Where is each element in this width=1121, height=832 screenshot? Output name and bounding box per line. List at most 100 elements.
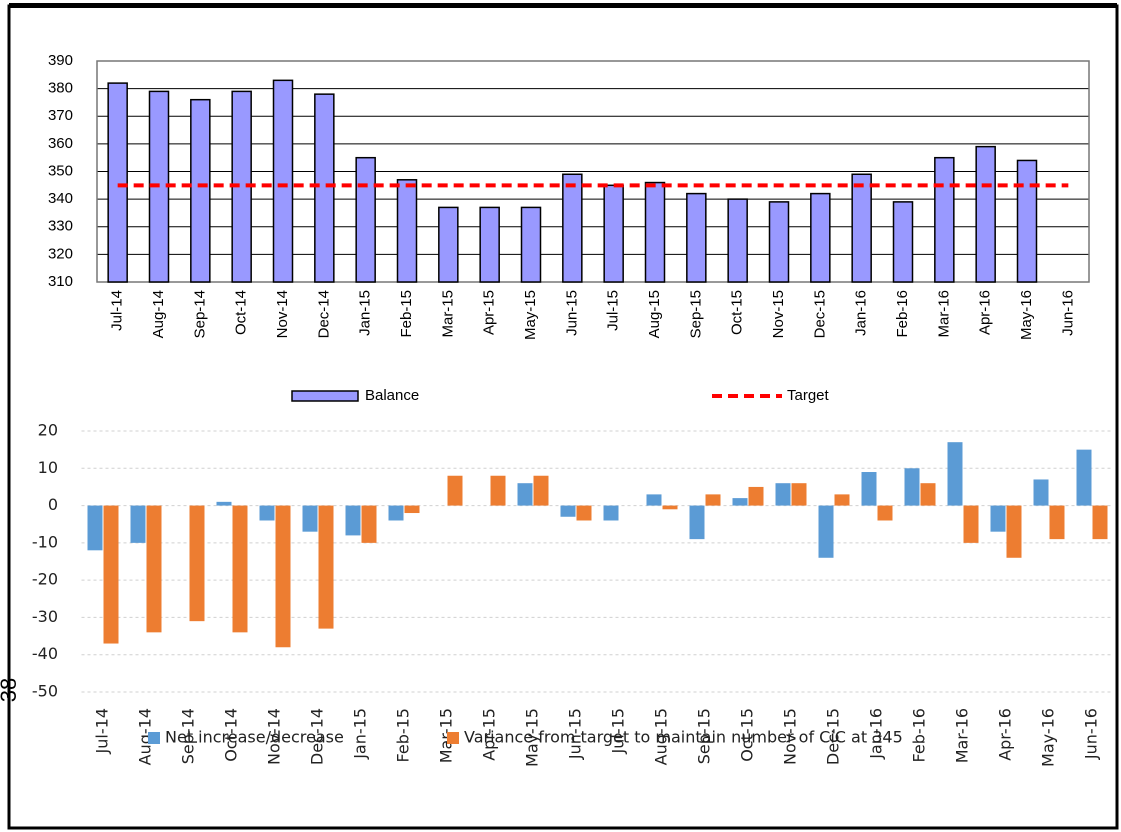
bar — [603, 505, 619, 521]
x-tick-label: Nov-14 — [265, 708, 284, 765]
bar — [189, 505, 205, 622]
bar — [1076, 449, 1092, 506]
legend-swatch — [447, 732, 459, 744]
bar — [732, 498, 748, 506]
x-tick-label: Mar-16 — [953, 708, 972, 763]
bar — [775, 483, 791, 506]
bar — [851, 173, 872, 283]
legend-label: Balance — [365, 387, 419, 404]
bar — [275, 505, 291, 648]
y-tick-label: 350 — [48, 162, 73, 179]
bar — [517, 483, 533, 506]
x-tick-label: Apr-15 — [481, 290, 498, 335]
bar — [904, 468, 920, 506]
y-tick-label: 370 — [48, 107, 73, 124]
x-tick-label: Jan-16 — [853, 290, 870, 336]
x-tick-label: Dec-15 — [824, 708, 843, 765]
x-tick-label: Mar-16 — [935, 290, 952, 338]
x-tick-label: Nov-15 — [770, 290, 787, 338]
x-tick-label: Oct-15 — [738, 708, 757, 762]
bar — [490, 475, 506, 506]
y-tick-label: -50 — [32, 682, 58, 701]
frame — [7, 4, 1119, 830]
bar — [345, 505, 361, 536]
x-tick-label: Dec-15 — [811, 290, 828, 338]
bar — [562, 173, 583, 283]
bar — [576, 505, 592, 521]
bar — [396, 179, 418, 283]
chart-bottom: -50 -40 -30 -20 -10 0 10 20 Jul-14 Aug-14 Sep-14 Oc… — [32, 421, 1114, 767]
bar — [533, 475, 549, 506]
bar — [190, 98, 211, 283]
bar — [438, 206, 459, 283]
x-tick-label: Apr-16 — [996, 708, 1015, 761]
x-tick-label: Jun-16 — [1082, 708, 1101, 760]
bar — [1049, 505, 1065, 540]
legend-label: Target — [787, 387, 830, 404]
bar — [302, 505, 318, 532]
x-tick-label: Feb-16 — [910, 708, 929, 762]
legend-swatch — [291, 390, 359, 402]
bar — [479, 206, 500, 283]
bar — [103, 505, 119, 644]
x-tick-label: Sep-14 — [191, 290, 208, 338]
x-tick-label: Feb-16 — [894, 290, 911, 338]
x-tick-label: Feb-15 — [398, 290, 415, 338]
x-tick-label: Dec-14 — [308, 708, 327, 765]
x-tick-label: May-15 — [522, 290, 539, 340]
side-text: 38 — [0, 678, 21, 702]
bar — [107, 82, 128, 283]
x-tick-label: Feb-15 — [394, 708, 413, 762]
x-tick-label: May-16 — [1018, 290, 1035, 340]
y-tick-label: 330 — [48, 218, 73, 235]
bar — [975, 145, 996, 283]
bar — [314, 93, 335, 283]
x-tick-label: Jun-16 — [1059, 290, 1076, 336]
y-tick-label: -10 — [32, 532, 58, 551]
bar — [232, 505, 248, 633]
bar — [272, 79, 294, 283]
bar — [259, 505, 275, 521]
y-tick-label: 10 — [38, 458, 58, 477]
bar — [768, 201, 790, 283]
bar — [318, 505, 334, 629]
bar — [520, 206, 542, 283]
x-tick-label: Aug-14 — [136, 708, 155, 765]
x-tick-label: Dec-14 — [315, 290, 332, 338]
y-tick-label: 20 — [38, 421, 58, 440]
bar — [662, 505, 678, 510]
bar — [934, 156, 955, 283]
bar — [920, 483, 936, 506]
bar — [861, 472, 877, 506]
x-tick-label: Jul-15 — [609, 708, 628, 754]
x-tick-label: Mar-15 — [437, 708, 456, 763]
x-tick-label: Jun-15 — [566, 708, 585, 760]
bar — [603, 184, 624, 283]
bar — [146, 505, 162, 633]
x-tick-label: Sep-14 — [179, 708, 198, 764]
bar — [560, 505, 576, 517]
x-tick-label: May-16 — [1039, 708, 1058, 767]
bar — [388, 505, 404, 521]
bar — [834, 494, 850, 506]
legend-label: Variance from target to maintain number … — [464, 728, 903, 747]
y-tick-label: 340 — [48, 190, 73, 207]
x-tick-label: Jul-15 — [605, 290, 622, 331]
bar — [361, 505, 377, 543]
bar — [1092, 505, 1108, 540]
bar — [963, 505, 979, 543]
bar — [216, 501, 232, 506]
bar — [947, 442, 963, 506]
bar — [818, 505, 834, 558]
y-tick-label: 310 — [48, 273, 73, 290]
x-tick-label: Jan-15 — [357, 290, 374, 336]
bar — [1016, 159, 1038, 283]
bar — [1033, 479, 1049, 506]
plot-border — [96, 60, 1090, 283]
bar — [705, 494, 721, 506]
x-tick-label: Jun-15 — [563, 290, 580, 336]
x-tick-label: Jan-15 — [351, 708, 370, 760]
bar — [130, 505, 146, 543]
x-tick-label: Nov-14 — [274, 290, 291, 338]
